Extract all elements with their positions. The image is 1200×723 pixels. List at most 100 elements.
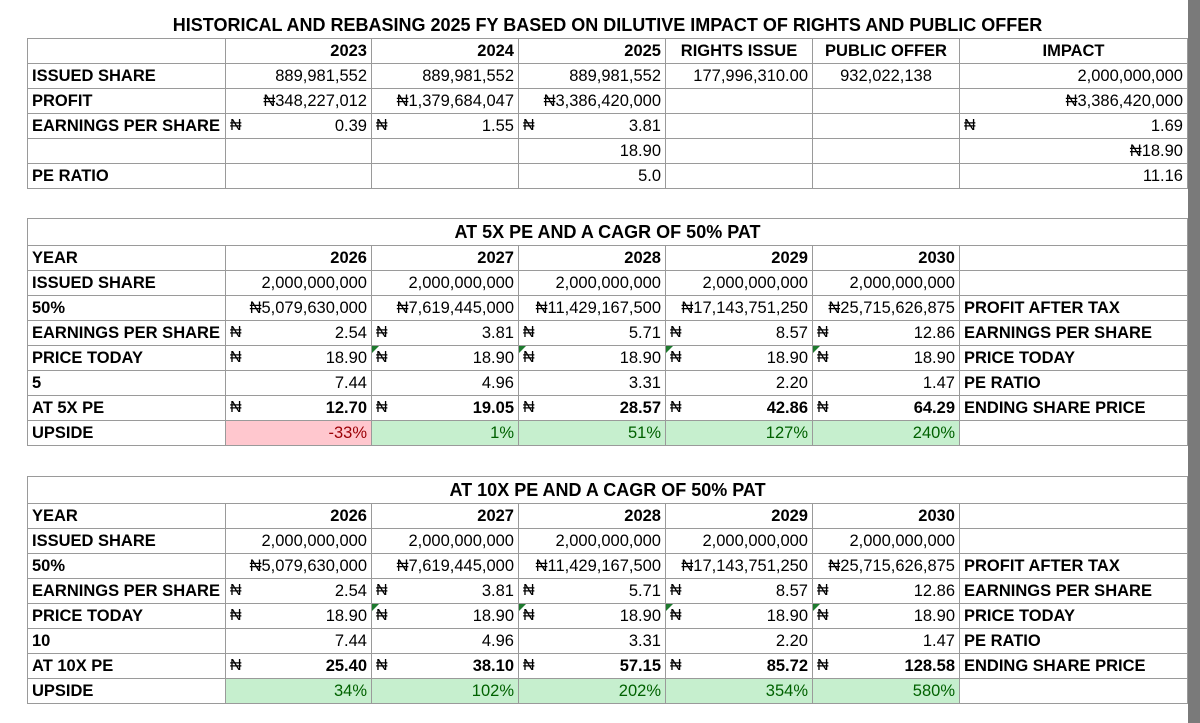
profit-2025[interactable]: ₦3,386,420,000 xyxy=(518,88,666,114)
pe5-issued-0[interactable]: 2,000,000,000 xyxy=(225,270,372,296)
pe10-year-1[interactable]: 2027 xyxy=(371,503,519,529)
cell-empty[interactable] xyxy=(812,113,960,139)
pe5-target-4[interactable]: ₦ 64.29 xyxy=(812,395,960,421)
cell-empty[interactable] xyxy=(27,138,226,164)
pe5-eps-3[interactable]: ₦ 8.57 xyxy=(665,320,813,346)
price-2025[interactable]: 18.90 xyxy=(518,138,666,164)
pe5-issued-label[interactable]: ISSUED SHARE xyxy=(27,270,226,296)
pe10-eps-3[interactable]: ₦ 8.57 xyxy=(665,578,813,604)
issued-2024[interactable]: 889,981,552 xyxy=(371,63,519,89)
pe5-pe-1[interactable]: 4.96 xyxy=(371,370,519,396)
pe5-eps-0[interactable]: ₦ 2.54 xyxy=(225,320,372,346)
pe5-target-0[interactable]: ₦ 12.70 xyxy=(225,395,372,421)
pe5-year-1[interactable]: 2027 xyxy=(371,245,519,271)
profit-impact[interactable]: ₦3,386,420,000 xyxy=(959,88,1188,114)
pe10-target-side-label[interactable]: ENDING SHARE PRICE xyxy=(958,653,1189,679)
pe10-upside-label[interactable]: UPSIDE xyxy=(27,678,226,704)
cell-empty[interactable] xyxy=(665,113,813,139)
pe10-profit-1[interactable]: ₦7,619,445,000 xyxy=(371,553,519,579)
pe5-price-3[interactable]: ₦ 18.90 xyxy=(665,345,813,371)
pe10-profit-side-label[interactable]: PROFIT AFTER TAX xyxy=(958,553,1189,579)
eps-impact[interactable]: ₦ 1.69 xyxy=(959,113,1188,139)
pe10-upside-2[interactable]: 202% xyxy=(518,678,666,704)
pe10-profit-3[interactable]: ₦17,143,751,250 xyxy=(665,553,813,579)
pe5-pe-2[interactable]: 3.31 xyxy=(518,370,666,396)
pe5-issued-2[interactable]: 2,000,000,000 xyxy=(518,270,666,296)
pe10-price-label[interactable]: PRICE TODAY xyxy=(27,603,226,629)
pe10-year-0[interactable]: 2026 xyxy=(225,503,372,529)
cell-empty[interactable] xyxy=(371,163,519,189)
pe10-eps-side-label[interactable]: EARNINGS PER SHARE xyxy=(958,578,1189,604)
pe10-profit-4[interactable]: ₦25,715,626,875 xyxy=(812,553,960,579)
issued-public[interactable]: 932,022,138 xyxy=(812,63,960,89)
cell-empty[interactable] xyxy=(665,138,813,164)
pe5-eps-side-label[interactable]: EARNINGS PER SHARE xyxy=(958,320,1189,346)
cell-empty[interactable] xyxy=(812,163,960,189)
pe5-year-2[interactable]: 2028 xyxy=(518,245,666,271)
pe5-pe-label[interactable]: 5 xyxy=(27,370,226,396)
cell-empty[interactable] xyxy=(665,88,813,114)
pe10-price-3[interactable]: ₦ 18.90 xyxy=(665,603,813,629)
pe5-pe-side-label[interactable]: PE RATIO xyxy=(958,370,1189,396)
cell-empty[interactable] xyxy=(665,163,813,189)
cell-empty[interactable] xyxy=(812,138,960,164)
pe5-year-4[interactable]: 2030 xyxy=(812,245,960,271)
pe10-price-4[interactable]: ₦ 18.90 xyxy=(812,603,960,629)
cell-empty[interactable] xyxy=(958,270,1189,296)
profit-2024[interactable]: ₦1,379,684,047 xyxy=(371,88,519,114)
pe10-year-3[interactable]: 2029 xyxy=(665,503,813,529)
pe5-upside-1[interactable]: 1% xyxy=(371,420,519,446)
pe5-issued-4[interactable]: 2,000,000,000 xyxy=(812,270,960,296)
pe5-eps-4[interactable]: ₦ 12.86 xyxy=(812,320,960,346)
pe-2025[interactable]: 5.0 xyxy=(518,163,666,189)
cell-empty[interactable] xyxy=(225,138,372,164)
pe10-eps-label[interactable]: EARNINGS PER SHARE xyxy=(27,578,226,604)
header-rights-issue[interactable]: RIGHTS ISSUE xyxy=(665,38,813,64)
row-label-profit[interactable]: PROFIT xyxy=(27,88,226,114)
pe10-pe-3[interactable]: 2.20 xyxy=(665,628,813,654)
pe5-upside-3[interactable]: 127% xyxy=(665,420,813,446)
pe10-pe-0[interactable]: 7.44 xyxy=(225,628,372,654)
pe-impact[interactable]: 11.16 xyxy=(959,163,1188,189)
row-label-pe-ratio[interactable]: PE RATIO xyxy=(27,163,226,189)
cell-empty[interactable] xyxy=(958,528,1189,554)
pe5-price-0[interactable]: ₦ 18.90 xyxy=(225,345,372,371)
price-impact[interactable]: ₦18.90 xyxy=(959,138,1188,164)
cell-empty[interactable] xyxy=(958,245,1189,271)
header-2025[interactable]: 2025 xyxy=(518,38,666,64)
eps-2024[interactable]: ₦ 1.55 xyxy=(371,113,519,139)
pe10-target-1[interactable]: ₦ 38.10 xyxy=(371,653,519,679)
issued-2023[interactable]: 889,981,552 xyxy=(225,63,372,89)
pe5-upside-2[interactable]: 51% xyxy=(518,420,666,446)
pe10-profit-0[interactable]: ₦5,079,630,000 xyxy=(225,553,372,579)
profit-2023[interactable]: ₦348,227,012 xyxy=(225,88,372,114)
pe10-upside-4[interactable]: 580% xyxy=(812,678,960,704)
pe10-issued-0[interactable]: 2,000,000,000 xyxy=(225,528,372,554)
row-label-issued-share[interactable]: ISSUED SHARE xyxy=(27,63,226,89)
pe5-target-1[interactable]: ₦ 19.05 xyxy=(371,395,519,421)
pe5-pe-0[interactable]: 7.44 xyxy=(225,370,372,396)
pe5-eps-2[interactable]: ₦ 5.71 xyxy=(518,320,666,346)
header-impact[interactable]: IMPACT xyxy=(959,38,1188,64)
pe10-price-2[interactable]: ₦ 18.90 xyxy=(518,603,666,629)
pe10-pe-4[interactable]: 1.47 xyxy=(812,628,960,654)
pe5-upside-label[interactable]: UPSIDE xyxy=(27,420,226,446)
pe10-pe-1[interactable]: 4.96 xyxy=(371,628,519,654)
pe10-year-label[interactable]: YEAR xyxy=(27,503,226,529)
pe10-growth-label[interactable]: 50% xyxy=(27,553,226,579)
pe5-price-label[interactable]: PRICE TODAY xyxy=(27,345,226,371)
row-label-eps[interactable]: EARNINGS PER SHARE xyxy=(27,113,226,139)
cell-empty[interactable] xyxy=(958,420,1189,446)
pe5-price-2[interactable]: ₦ 18.90 xyxy=(518,345,666,371)
pe10-eps-4[interactable]: ₦ 12.86 xyxy=(812,578,960,604)
pe10-upside-1[interactable]: 102% xyxy=(371,678,519,704)
pe10-year-2[interactable]: 2028 xyxy=(518,503,666,529)
eps-2023[interactable]: ₦ 0.39 xyxy=(225,113,372,139)
pe10-pe-label[interactable]: 10 xyxy=(27,628,226,654)
header-2024[interactable]: 2024 xyxy=(371,38,519,64)
pe10-target-4[interactable]: ₦ 128.58 xyxy=(812,653,960,679)
pe10-target-3[interactable]: ₦ 85.72 xyxy=(665,653,813,679)
pe5-year-label[interactable]: YEAR xyxy=(27,245,226,271)
pe5-price-4[interactable]: ₦ 18.90 xyxy=(812,345,960,371)
pe10-issued-4[interactable]: 2,000,000,000 xyxy=(812,528,960,554)
